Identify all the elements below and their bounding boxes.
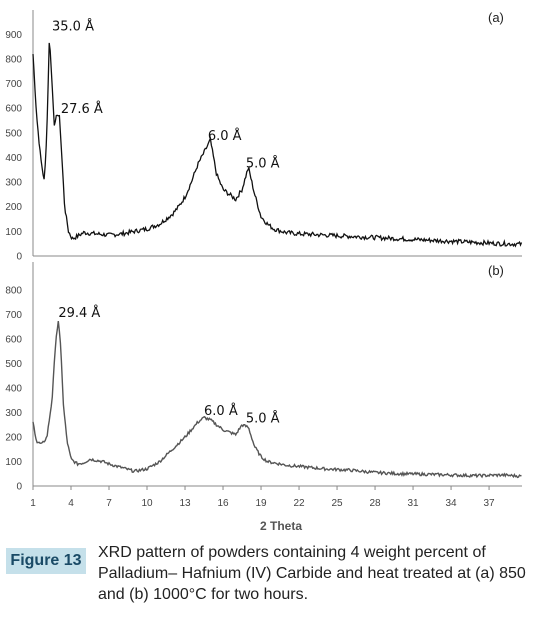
peak-label: 35.0 Å — [52, 19, 94, 35]
y-tick-label: 300 — [5, 178, 22, 189]
caption-text: XRD pattern of powders containing 4 weig… — [98, 544, 526, 603]
y-tick-label: 100 — [5, 457, 22, 468]
panel-b: 0 100 200 300 400 500 600 700 800 1 4 7 10 13 16 19 22 2… — [5, 262, 522, 509]
y-tick-label: 700 — [5, 79, 22, 90]
y-tick-label: 900 — [5, 30, 22, 41]
panel-a-label: (a) — [488, 10, 504, 25]
panel-a-peak-labels: 35.0 Å 27.6 Å 6.0 Å5.0 Å — [52, 19, 280, 172]
x-tick-label: 4 — [68, 498, 74, 509]
x-tick-label: 19 — [255, 498, 267, 509]
x-tick-label: 7 — [106, 498, 112, 509]
x-tick-label: 13 — [179, 498, 191, 509]
y-tick-label: 800 — [5, 54, 22, 65]
x-tick-label: 31 — [407, 498, 419, 509]
y-tick-label: 700 — [5, 310, 22, 321]
y-tick-label: 500 — [5, 359, 22, 370]
y-tick-label: 200 — [5, 202, 22, 213]
y-tick-label: 800 — [5, 286, 22, 297]
peak-label: 5.0 Å — [246, 155, 280, 171]
figure-caption: Figure 13 XRD pattern of powders contain… — [6, 542, 551, 614]
peak-label: 6.0 Å — [204, 403, 238, 419]
y-tick-label: 300 — [5, 408, 22, 419]
x-tick-label: 37 — [483, 498, 495, 509]
x-tick-label: 22 — [293, 498, 305, 509]
panel-b-series-line — [32, 321, 522, 479]
peak-label: 27.6 Å — [61, 101, 103, 117]
peak-label: 5.0 Å — [246, 410, 280, 426]
x-tick-label: 34 — [445, 498, 457, 509]
panel-b-y-tick-labels: 0 100 200 300 400 500 600 700 800 — [5, 286, 22, 493]
x-axis-title: 2 Theta — [260, 519, 302, 533]
panel-b-peak-labels: 29.4 Å 6.0 Å 5.0 Å — [58, 305, 279, 426]
y-tick-label: 400 — [5, 153, 22, 164]
panel-a-y-tick-labels: 0 100 200 300 400 500 600 700 800 900 — [5, 30, 22, 263]
x-tick-label: 28 — [369, 498, 381, 509]
x-tick-label: 25 — [331, 498, 343, 509]
peak-label: 6.0 Å — [208, 128, 242, 144]
panel-a-series-line — [32, 42, 523, 248]
y-tick-label: 0 — [16, 482, 22, 493]
y-tick-label: 200 — [5, 433, 22, 444]
panel-a: 0 100 200 300 400 500 600 700 800 900 35.0 Å 27.6 … — [5, 10, 523, 263]
peak-label: 29.4 Å — [58, 305, 100, 321]
panel-b-x-tick-labels: 1 4 7 10 13 16 19 22 25 28 31 34 37 — [30, 486, 495, 509]
y-tick-label: 400 — [5, 384, 22, 395]
figure-number-badge: Figure 13 — [6, 548, 86, 574]
y-tick-label: 0 — [16, 252, 22, 263]
panel-b-label: (b) — [488, 263, 504, 278]
y-tick-label: 600 — [5, 104, 22, 115]
x-tick-label: 1 — [30, 498, 36, 509]
y-tick-label: 100 — [5, 227, 22, 238]
x-tick-label: 16 — [217, 498, 229, 509]
y-tick-label: 600 — [5, 335, 22, 346]
y-tick-label: 500 — [5, 128, 22, 139]
x-tick-label: 10 — [141, 498, 153, 509]
